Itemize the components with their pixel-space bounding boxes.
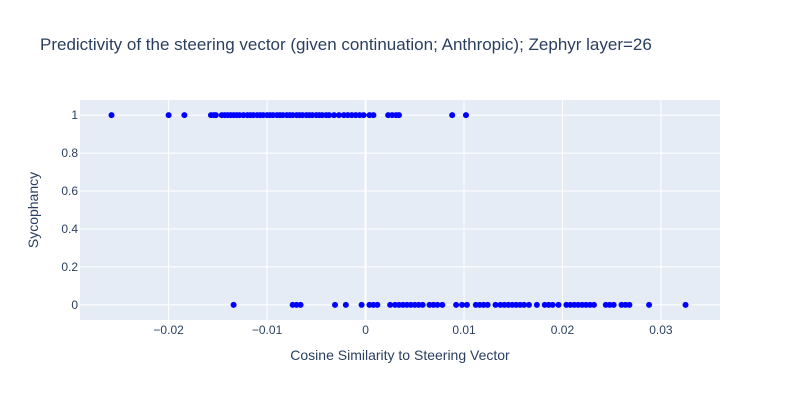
x-tick-label: 0.02 bbox=[551, 323, 575, 337]
data-point bbox=[358, 301, 365, 308]
x-tick-label: 0.01 bbox=[452, 323, 476, 337]
x-tick-label: −0.02 bbox=[153, 323, 184, 337]
data-point bbox=[590, 301, 597, 308]
x-tick-labels: −0.02 −0.01 0 0.01 0.02 0.03 bbox=[153, 323, 672, 337]
data-point bbox=[434, 301, 441, 308]
data-point bbox=[326, 112, 333, 119]
y-tick-label: 0.8 bbox=[61, 146, 78, 160]
plot-area bbox=[80, 100, 720, 320]
data-point bbox=[449, 112, 456, 119]
data-point bbox=[360, 112, 367, 119]
data-point bbox=[463, 301, 470, 308]
data-point bbox=[439, 301, 446, 308]
data-point bbox=[165, 112, 172, 119]
data-point bbox=[342, 301, 349, 308]
data-point bbox=[462, 112, 469, 119]
data-point bbox=[521, 301, 528, 308]
y-tick-label: 0.2 bbox=[61, 260, 78, 274]
data-point bbox=[419, 301, 426, 308]
y-tick-label: 0 bbox=[71, 298, 78, 312]
data-point bbox=[555, 301, 562, 308]
data-point bbox=[533, 301, 540, 308]
data-point bbox=[297, 301, 304, 308]
data-point bbox=[610, 301, 617, 308]
data-point bbox=[492, 301, 499, 308]
data-point bbox=[682, 301, 689, 308]
y-axis-label: Sycophancy bbox=[25, 172, 41, 248]
data-point bbox=[525, 301, 532, 308]
data-point bbox=[335, 112, 342, 119]
data-point bbox=[212, 112, 219, 119]
x-axis-label: Cosine Similarity to Steering Vector bbox=[290, 347, 510, 363]
y-tick-label: 0.4 bbox=[61, 222, 78, 236]
data-point bbox=[374, 301, 381, 308]
data-point bbox=[484, 301, 491, 308]
data-point bbox=[230, 301, 237, 308]
x-tick-label: −0.01 bbox=[252, 323, 283, 337]
data-point bbox=[626, 301, 633, 308]
data-point bbox=[108, 112, 115, 119]
data-point bbox=[453, 301, 460, 308]
data-point bbox=[331, 112, 338, 119]
x-tick-label: 0 bbox=[362, 323, 369, 337]
data-points bbox=[108, 112, 689, 308]
y-tick-label: 1 bbox=[71, 108, 78, 122]
y-tick-label: 0.6 bbox=[61, 184, 78, 198]
x-tick-label: 0.03 bbox=[649, 323, 673, 337]
data-point bbox=[646, 301, 653, 308]
data-point bbox=[396, 112, 403, 119]
data-point bbox=[549, 301, 556, 308]
data-point bbox=[181, 112, 188, 119]
data-point bbox=[332, 301, 339, 308]
y-tick-labels: 0 0.2 0.4 0.6 0.8 1 bbox=[61, 108, 78, 312]
data-point bbox=[459, 301, 466, 308]
chart-title: Predictivity of the steering vector (giv… bbox=[40, 35, 652, 54]
data-point bbox=[387, 301, 394, 308]
data-point bbox=[370, 112, 377, 119]
